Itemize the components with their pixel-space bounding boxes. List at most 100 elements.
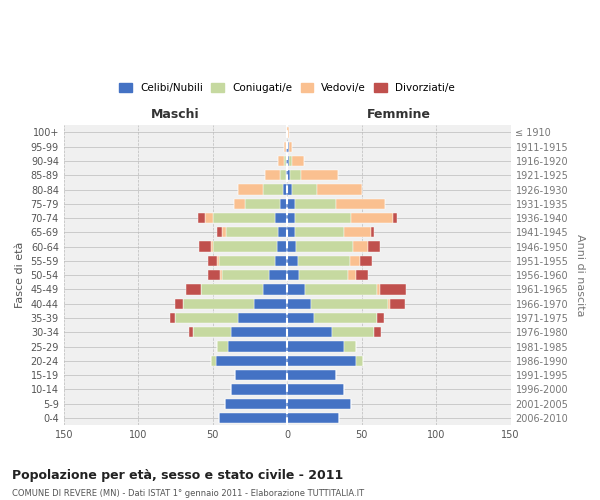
Bar <box>356 270 368 280</box>
Text: COMUNE DI REVERE (MN) - Dati ISTAT 1° gennaio 2011 - Elaborazione TUTTITALIA.IT: COMUNE DI REVERE (MN) - Dati ISTAT 1° ge… <box>12 488 364 498</box>
Bar <box>230 327 287 338</box>
Bar <box>368 242 380 252</box>
Bar <box>284 156 286 166</box>
Bar <box>377 284 380 294</box>
Bar <box>213 213 275 223</box>
Bar <box>217 256 218 266</box>
Bar <box>263 284 287 294</box>
Bar <box>286 142 287 152</box>
Bar <box>233 198 245 209</box>
Bar <box>289 142 292 152</box>
Bar <box>287 127 289 138</box>
Bar <box>390 298 405 309</box>
Bar <box>254 298 287 309</box>
Bar <box>283 184 287 194</box>
Bar <box>284 142 286 152</box>
Y-axis label: Fasce di età: Fasce di età <box>15 242 25 308</box>
Bar <box>286 170 287 180</box>
Bar <box>221 270 269 280</box>
Bar <box>353 242 368 252</box>
Bar <box>287 398 351 409</box>
Bar <box>211 356 216 366</box>
Bar <box>287 198 295 209</box>
Bar <box>275 256 287 266</box>
Bar <box>175 298 183 309</box>
Bar <box>198 213 205 223</box>
Bar <box>295 213 351 223</box>
Bar <box>217 227 221 237</box>
Legend: Celibi/Nubili, Coniugati/e, Vedovi/e, Divorziati/e: Celibi/Nubili, Coniugati/e, Vedovi/e, Di… <box>116 80 458 96</box>
Bar <box>269 270 287 280</box>
Bar <box>235 370 287 380</box>
Bar <box>287 342 344 351</box>
Bar <box>170 313 175 323</box>
Text: Femmine: Femmine <box>367 108 431 121</box>
Bar <box>360 256 372 266</box>
Bar <box>287 313 314 323</box>
Bar <box>263 184 283 194</box>
Bar <box>295 198 337 209</box>
Bar <box>287 384 344 394</box>
Bar <box>344 342 356 351</box>
Bar <box>287 298 311 309</box>
Bar <box>314 313 377 323</box>
Bar <box>220 270 221 280</box>
Bar <box>278 156 284 166</box>
Bar <box>317 184 362 194</box>
Bar <box>287 242 296 252</box>
Bar <box>186 284 201 294</box>
Bar <box>292 184 317 194</box>
Bar <box>388 298 390 309</box>
Bar <box>218 256 275 266</box>
Bar <box>238 184 263 194</box>
Bar <box>287 142 289 152</box>
Bar <box>287 356 356 366</box>
Bar <box>275 213 287 223</box>
Text: Maschi: Maschi <box>151 108 200 121</box>
Bar <box>301 170 338 180</box>
Bar <box>311 298 388 309</box>
Bar <box>245 198 280 209</box>
Bar <box>226 227 278 237</box>
Bar <box>356 356 363 366</box>
Bar <box>277 242 287 252</box>
Bar <box>211 242 213 252</box>
Bar <box>287 370 337 380</box>
Bar <box>265 170 280 180</box>
Bar <box>289 156 292 166</box>
Bar <box>205 213 213 223</box>
Bar <box>193 327 230 338</box>
Bar <box>224 398 287 409</box>
Bar <box>213 242 277 252</box>
Bar <box>208 256 217 266</box>
Bar <box>287 213 295 223</box>
Bar <box>183 298 254 309</box>
Bar <box>287 270 299 280</box>
Bar <box>175 313 238 323</box>
Bar <box>292 156 304 166</box>
Bar <box>299 270 348 280</box>
Bar <box>287 256 298 266</box>
Bar <box>377 313 384 323</box>
Text: Popolazione per età, sesso e stato civile - 2011: Popolazione per età, sesso e stato civil… <box>12 470 343 482</box>
Bar <box>371 227 374 237</box>
Bar <box>296 242 353 252</box>
Bar <box>350 256 360 266</box>
Bar <box>305 284 377 294</box>
Bar <box>286 156 287 166</box>
Y-axis label: Anni di nascita: Anni di nascita <box>575 234 585 316</box>
Bar <box>295 227 344 237</box>
Bar <box>201 284 263 294</box>
Bar <box>287 170 290 180</box>
Bar <box>287 184 292 194</box>
Bar <box>337 198 385 209</box>
Bar <box>221 227 226 237</box>
Bar <box>380 284 406 294</box>
Bar <box>227 342 287 351</box>
Bar <box>189 327 193 338</box>
Bar <box>348 270 356 280</box>
Bar <box>280 198 287 209</box>
Bar <box>278 227 287 237</box>
Bar <box>351 213 393 223</box>
Bar <box>238 313 287 323</box>
